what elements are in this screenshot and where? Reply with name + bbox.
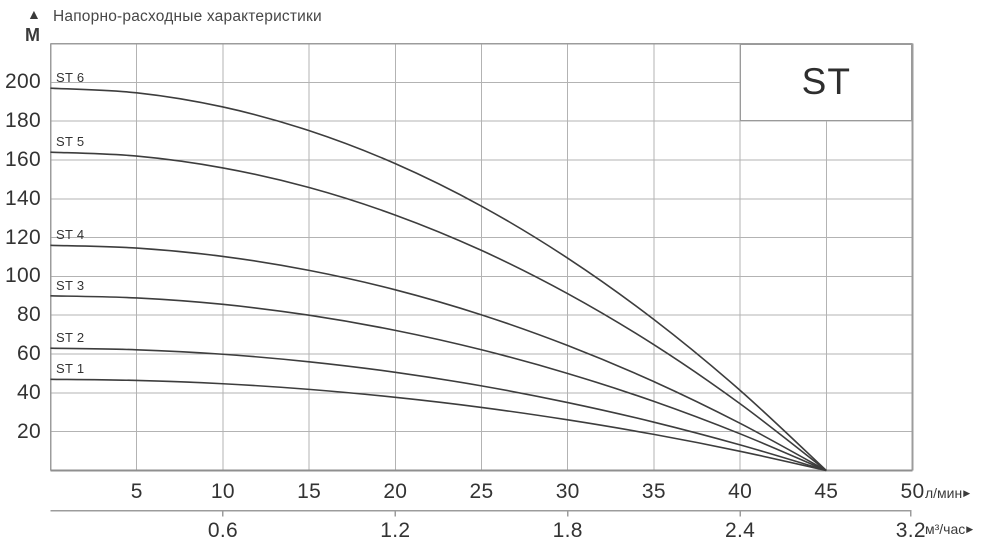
curve-st4 xyxy=(50,244,827,472)
x2-tick-label: 1.2 xyxy=(380,519,411,542)
y-tick-label: 80 xyxy=(17,303,41,327)
secondary-x-axis xyxy=(50,509,912,517)
y-tick-label: 120 xyxy=(5,225,41,249)
x-tick-label: 20 xyxy=(383,480,408,503)
curve-label-st1: ST 1 xyxy=(56,361,85,377)
gridlines xyxy=(50,43,913,471)
x-axis-unit-text: л/мин xyxy=(925,485,963,501)
x2-tick-label: 0.6 xyxy=(207,519,238,542)
x-tick-label: 25 xyxy=(469,480,494,503)
curve-st5 xyxy=(50,151,827,472)
x-tick-label: 5 xyxy=(130,480,143,503)
x2-tick-label: 1.8 xyxy=(552,519,583,542)
curve-st2 xyxy=(50,347,827,472)
curve-label-st2: ST 2 xyxy=(56,330,85,346)
y-tick-label: 200 xyxy=(5,70,41,94)
x2-axis-unit-label: м³/час▶ xyxy=(925,521,973,537)
y-axis-up-arrow-icon: ▲ xyxy=(27,6,41,22)
x-tick-label: 40 xyxy=(728,480,753,503)
x-tick-label: 35 xyxy=(641,480,666,503)
chart-title: Напорно-расходные характеристики xyxy=(53,8,322,25)
x-tick-label: 50 xyxy=(900,480,925,503)
y-tick-label: 40 xyxy=(17,380,41,404)
x-tick-label: 30 xyxy=(555,480,580,503)
x2-axis-right-arrow-icon: ▶ xyxy=(966,524,974,534)
y-tick-label: 100 xyxy=(5,264,41,288)
curve-st6 xyxy=(50,87,827,472)
series-family-badge-label: ST xyxy=(801,61,851,103)
curve-label-st5: ST 5 xyxy=(56,134,85,150)
x2-axis-unit-text: м³/час xyxy=(925,521,966,537)
x2-tick-label: 3.2 xyxy=(895,519,926,542)
y-tick-label: 160 xyxy=(5,147,41,171)
y-tick-label: 140 xyxy=(5,186,41,210)
x-axis-right-arrow-icon: ▶ xyxy=(963,488,971,498)
curve-st1 xyxy=(50,378,827,472)
curve-label-st6: ST 6 xyxy=(56,70,85,86)
x2-tick-label: 2.4 xyxy=(725,519,756,542)
y-axis-unit-label: М xyxy=(25,25,40,45)
y-tick-label: 20 xyxy=(17,419,41,443)
x-tick-label: 15 xyxy=(297,480,322,503)
x-tick-label: 10 xyxy=(210,480,235,503)
series-family-badge: ST xyxy=(740,43,913,122)
curve-label-st3: ST 3 xyxy=(56,277,85,293)
x-tick-label: 45 xyxy=(814,480,839,503)
pump-curves xyxy=(50,87,827,472)
y-tick-label: 60 xyxy=(17,342,41,366)
x-axis-unit-label: л/мин▶ xyxy=(925,485,970,501)
curve-label-st4: ST 4 xyxy=(56,227,85,243)
y-tick-label: 180 xyxy=(5,109,41,133)
curve-st3 xyxy=(50,295,827,472)
